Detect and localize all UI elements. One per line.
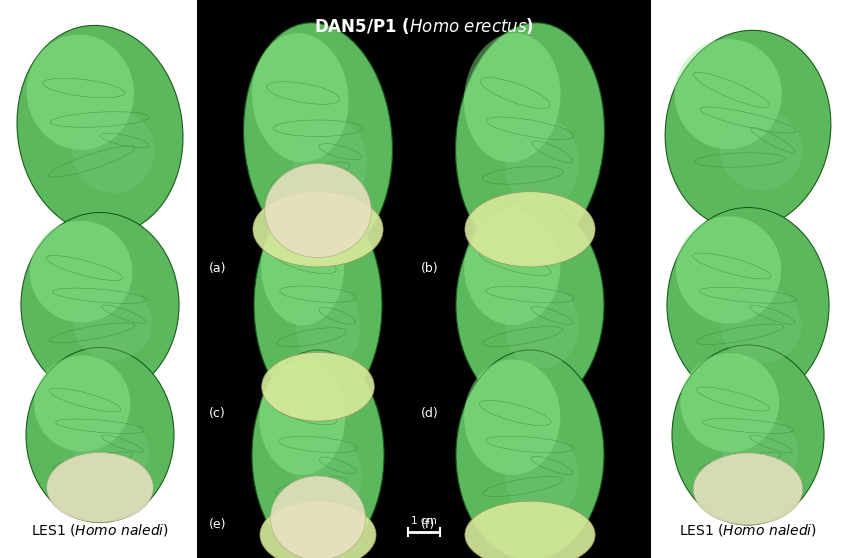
Text: LES1 ($\it{Homo\ naledi}$): LES1 ($\it{Homo\ naledi}$) xyxy=(679,522,817,538)
Ellipse shape xyxy=(505,284,579,368)
Ellipse shape xyxy=(259,359,345,475)
Ellipse shape xyxy=(72,109,154,193)
Ellipse shape xyxy=(262,352,374,421)
Ellipse shape xyxy=(694,453,803,525)
Text: (c): (c) xyxy=(209,407,226,420)
Ellipse shape xyxy=(271,476,365,558)
Text: 1 cm: 1 cm xyxy=(411,516,437,526)
Text: (a): (a) xyxy=(209,262,226,275)
Text: (e): (e) xyxy=(209,518,226,531)
Text: (f): (f) xyxy=(421,518,435,531)
Ellipse shape xyxy=(293,117,367,210)
Ellipse shape xyxy=(73,286,152,360)
Ellipse shape xyxy=(260,501,376,558)
Ellipse shape xyxy=(456,200,604,410)
Ellipse shape xyxy=(465,192,595,267)
Ellipse shape xyxy=(456,350,604,558)
Ellipse shape xyxy=(75,417,149,488)
Ellipse shape xyxy=(721,286,801,363)
Ellipse shape xyxy=(465,501,595,558)
Ellipse shape xyxy=(254,198,382,412)
Ellipse shape xyxy=(253,192,383,267)
Text: (b): (b) xyxy=(421,262,438,275)
Ellipse shape xyxy=(722,417,798,489)
Ellipse shape xyxy=(464,33,561,162)
Ellipse shape xyxy=(667,208,829,402)
Ellipse shape xyxy=(665,30,831,230)
Ellipse shape xyxy=(505,434,579,518)
Ellipse shape xyxy=(720,110,802,190)
Ellipse shape xyxy=(455,23,605,257)
Ellipse shape xyxy=(47,453,153,522)
Ellipse shape xyxy=(26,348,174,522)
Text: (d): (d) xyxy=(421,407,438,420)
Ellipse shape xyxy=(464,209,561,325)
Text: DAN5/P1 ($\it{Homo\ erectus}$): DAN5/P1 ($\it{Homo\ erectus}$) xyxy=(314,16,534,36)
Ellipse shape xyxy=(21,213,179,397)
Ellipse shape xyxy=(676,217,781,324)
Ellipse shape xyxy=(252,350,384,558)
Ellipse shape xyxy=(265,163,371,257)
Ellipse shape xyxy=(672,345,824,525)
Ellipse shape xyxy=(464,359,561,475)
Ellipse shape xyxy=(243,23,393,257)
Ellipse shape xyxy=(26,35,134,150)
Ellipse shape xyxy=(34,355,131,451)
Ellipse shape xyxy=(680,353,779,452)
Ellipse shape xyxy=(505,117,579,210)
Ellipse shape xyxy=(674,39,782,149)
Ellipse shape xyxy=(17,26,183,234)
Ellipse shape xyxy=(30,221,132,323)
Ellipse shape xyxy=(296,434,361,518)
Ellipse shape xyxy=(296,283,360,369)
Text: LES1 ($\it{Homo\ naledi}$): LES1 ($\it{Homo\ naledi}$) xyxy=(31,522,169,538)
Bar xyxy=(197,0,651,558)
Ellipse shape xyxy=(261,207,344,325)
Ellipse shape xyxy=(252,33,349,162)
